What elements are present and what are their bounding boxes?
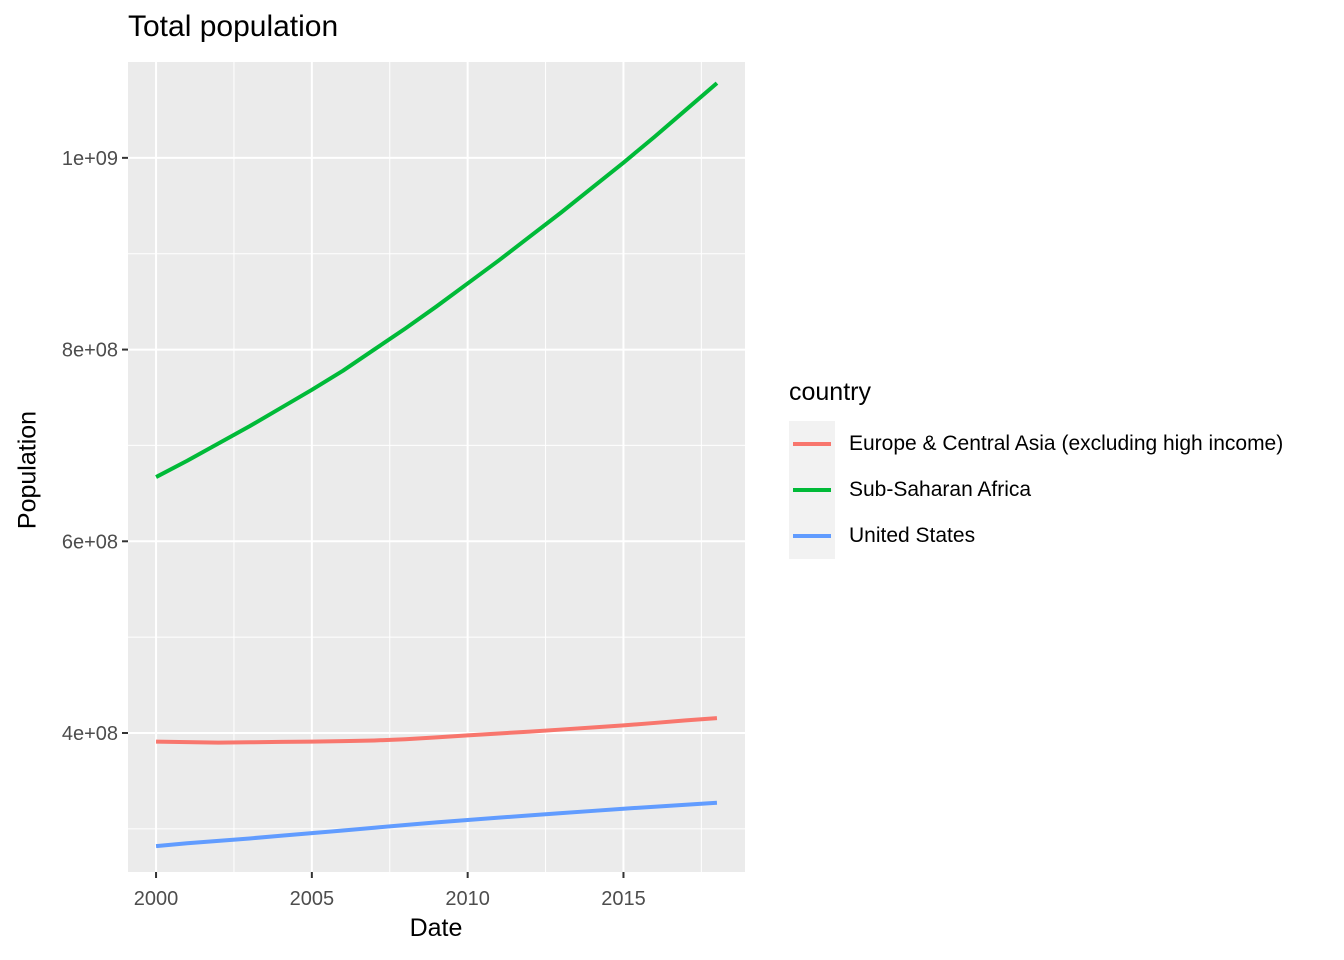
legend-swatch xyxy=(793,534,831,538)
series-line-1 xyxy=(155,81,719,479)
y-tick-label: 4e+08 xyxy=(62,723,118,745)
legend-label: United States xyxy=(849,524,976,547)
y-tick-label: 1e+09 xyxy=(62,148,118,170)
y-tick-label: 8e+08 xyxy=(62,340,118,362)
x-tick-label: 2005 xyxy=(290,888,335,910)
legend-key xyxy=(789,421,835,467)
minor-gridlines xyxy=(128,62,745,872)
series-line-2 xyxy=(155,800,718,849)
legend-swatch xyxy=(793,442,831,446)
panel-background xyxy=(128,62,745,872)
x-tick-label: 2000 xyxy=(134,888,179,910)
legend-item: United States xyxy=(789,513,1283,559)
chart-title: Total population xyxy=(128,10,339,43)
x-axis-title: Date xyxy=(409,914,463,942)
legend-item: Europe & Central Asia (excluding high in… xyxy=(789,421,1283,467)
legend-item: Sub-Saharan Africa xyxy=(789,467,1283,513)
y-axis-title: Population xyxy=(13,410,42,530)
y-tick-label: 6e+08 xyxy=(62,531,118,553)
legend-swatch xyxy=(793,488,831,492)
legend-title: country xyxy=(789,378,871,406)
legend-key xyxy=(789,467,835,513)
axis-ticks xyxy=(122,156,625,878)
legend-label: Sub-Saharan Africa xyxy=(849,478,1032,501)
legend-key xyxy=(789,513,835,559)
series-line-0 xyxy=(156,716,718,745)
major-gridlines xyxy=(128,62,745,872)
legend-label: Europe & Central Asia (excluding high in… xyxy=(849,432,1284,455)
x-tick-label: 2015 xyxy=(601,888,646,910)
legend: country Europe & Central Asia (excluding… xyxy=(789,378,1283,559)
x-tick-label: 2010 xyxy=(445,888,490,910)
axis-tick-labels: 2000 2005 2010 2015 4e+08 6e+08 8e+08 1e+09 xyxy=(62,148,646,910)
legend-items: Europe & Central Asia (excluding high in… xyxy=(789,421,1283,559)
series-lines xyxy=(155,81,719,849)
